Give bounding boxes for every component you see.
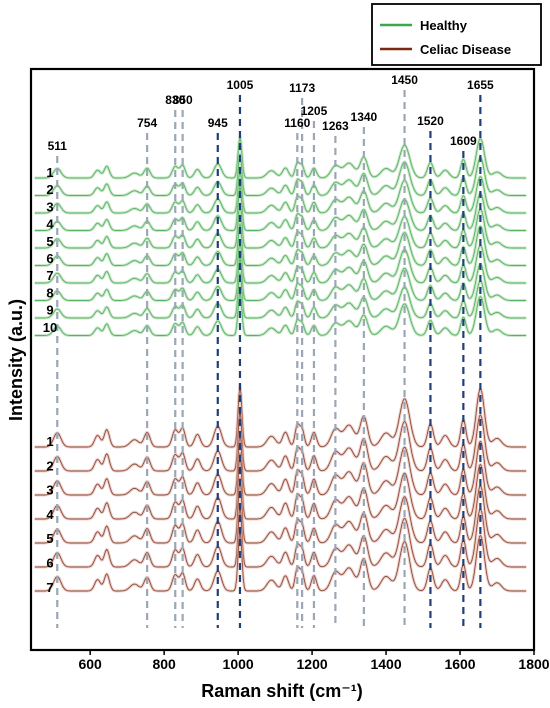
peak-label-1160: 1160 — [284, 116, 310, 130]
peak-label-1520: 1520 — [417, 114, 444, 128]
peak-label-1263: 1263 — [322, 119, 349, 133]
legend-label-healthy: Healthy — [420, 18, 468, 33]
x-tick-label-1000: 1000 — [223, 656, 254, 672]
x-tick-label-1200: 1200 — [297, 656, 328, 672]
spectrum-label-healthy-4: 4 — [46, 217, 54, 232]
spectrum-line-healthy-3 — [34, 169, 527, 214]
spectrum-label-healthy-7: 7 — [46, 268, 53, 283]
x-tick-label-1400: 1400 — [370, 656, 401, 672]
spectrum-line-healthy-4 — [34, 185, 527, 231]
peak-label-754: 754 — [137, 116, 157, 130]
spectrum-label-healthy-1: 1 — [46, 165, 53, 180]
spectrum-label-celiac-disease-6: 6 — [46, 556, 53, 571]
y-axis-label: Intensity (a.u.) — [6, 299, 26, 421]
spectrum-label-celiac-disease-2: 2 — [46, 458, 53, 473]
legend-box — [371, 3, 542, 66]
spectrum-line-healthy-8 — [34, 256, 527, 301]
spectrum-line-celiac-disease-7 — [34, 529, 527, 592]
peak-label-830: 830 — [165, 93, 185, 107]
spectrum-label-healthy-5: 5 — [46, 234, 53, 249]
spectrum-label-celiac-disease-7: 7 — [46, 580, 53, 595]
x-tick-label-800: 800 — [152, 656, 176, 672]
x-axis-label: Raman shift (cm⁻¹) — [201, 681, 363, 701]
peak-label-945: 945 — [208, 116, 228, 130]
peak-label-1173: 1173 — [289, 81, 315, 95]
spectrum-label-healthy-10: 10 — [43, 320, 57, 335]
spectrum-line-healthy-9 — [34, 273, 527, 319]
spectrum-label-healthy-2: 2 — [46, 182, 53, 197]
peak-label-850: 850 — [173, 93, 193, 107]
plot-frame — [29, 67, 536, 652]
spectrum-line-healthy-2 — [34, 153, 527, 196]
spectrum-line-healthy-10 — [34, 291, 527, 336]
peak-label-1340: 1340 — [351, 110, 378, 124]
spectrum-label-healthy-8: 8 — [46, 285, 53, 300]
spectrum-label-celiac-disease-5: 5 — [46, 531, 53, 546]
spectrum-line-celiac-disease-5 — [34, 478, 527, 544]
x-tick-label-600: 600 — [78, 656, 102, 672]
spectrum-label-celiac-disease-1: 1 — [46, 434, 53, 449]
peak-label-1450: 1450 — [391, 73, 418, 87]
peak-label-1655: 1655 — [467, 78, 494, 92]
spectrum-label-healthy-6: 6 — [46, 251, 53, 266]
spectrum-label-celiac-disease-3: 3 — [46, 483, 53, 498]
peak-label-1005: 1005 — [227, 78, 254, 92]
spectrum-label-celiac-disease-4: 4 — [46, 507, 54, 522]
spectrum-line-celiac-disease-3 — [34, 431, 527, 496]
peak-label-1205: 1205 — [301, 104, 328, 118]
spectrum-line-celiac-disease-2 — [34, 409, 527, 472]
legend-label-celiac: Celiac Disease — [420, 42, 511, 57]
x-tick-label-1600: 1600 — [444, 656, 475, 672]
spectrum-line-healthy-6 — [34, 223, 527, 266]
peak-label-1609: 1609 — [450, 134, 477, 148]
x-tick-label-1800: 1800 — [518, 656, 549, 672]
spectrum-line-healthy-1 — [34, 135, 527, 179]
spectrum-label-healthy-9: 9 — [46, 303, 53, 318]
spectrum-label-healthy-3: 3 — [46, 199, 53, 214]
spectrum-line-celiac-disease-4 — [34, 453, 527, 520]
spectrum-line-healthy-5 — [34, 203, 527, 249]
spectrum-line-celiac-disease-6 — [34, 505, 527, 568]
legend: Healthy Celiac Disease — [371, 3, 542, 66]
spectrum-line-healthy-7 — [34, 241, 527, 284]
spectrum-line-celiac-disease-1 — [34, 384, 527, 448]
peak-label-511: 511 — [48, 139, 68, 153]
